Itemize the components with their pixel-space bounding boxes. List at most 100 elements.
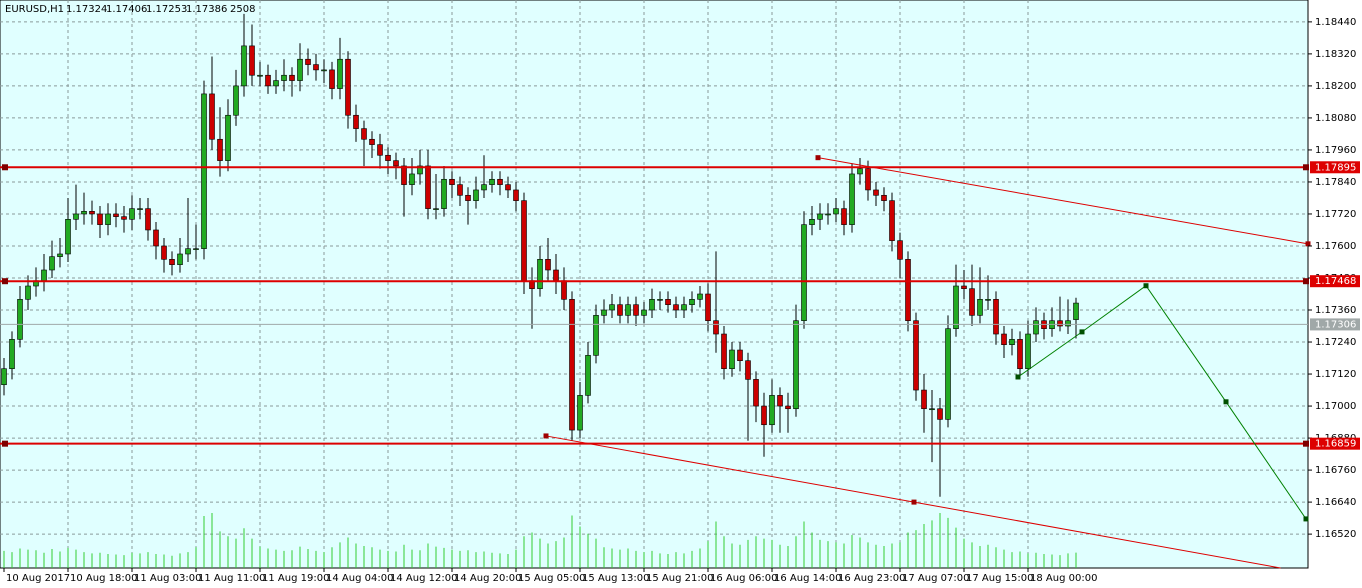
candle-body xyxy=(649,299,655,311)
x-tick-label: 14 Aug 04:00 xyxy=(326,573,393,584)
candle-body xyxy=(249,45,255,76)
candle-body xyxy=(553,269,559,281)
candle-body xyxy=(345,58,351,116)
candle-body xyxy=(953,285,959,329)
candle-body xyxy=(929,408,935,411)
candle-body xyxy=(985,299,991,301)
anchor xyxy=(2,164,8,171)
anchor xyxy=(2,440,8,447)
candle-body xyxy=(761,405,767,426)
candle-body xyxy=(433,208,439,210)
candle-body xyxy=(177,253,183,265)
y-tick-label: 1.16520 xyxy=(1315,529,1356,540)
candle-body xyxy=(145,208,151,231)
candle-body xyxy=(673,304,679,311)
candle-body xyxy=(577,395,583,431)
candle-body xyxy=(1073,302,1079,320)
candle-body xyxy=(105,213,111,225)
candle-body xyxy=(241,45,247,87)
candle-body xyxy=(945,328,951,420)
candle-body xyxy=(129,208,135,220)
candle-body xyxy=(593,315,599,356)
candle-body xyxy=(1057,320,1063,327)
candle-body xyxy=(169,259,175,265)
candle-body xyxy=(849,173,855,225)
candle-body xyxy=(473,189,479,201)
candle-body xyxy=(465,194,471,201)
candle-body xyxy=(185,248,191,255)
candle-body xyxy=(225,114,231,161)
candle-body xyxy=(321,69,327,72)
candle-body xyxy=(9,339,15,370)
candle-body xyxy=(489,178,495,185)
candle-body xyxy=(705,293,711,321)
candle-body xyxy=(1065,320,1071,327)
candle-body xyxy=(425,165,431,209)
candle-body xyxy=(457,184,463,196)
candle-body xyxy=(889,200,895,241)
bid-label: 1.17306 xyxy=(1315,319,1356,330)
candle-body xyxy=(353,114,359,129)
x-tick-label: 15 Aug 13:00 xyxy=(582,573,649,584)
candle-body xyxy=(521,200,527,281)
candle-body xyxy=(633,304,639,316)
candle-body xyxy=(569,299,575,431)
candle-body xyxy=(329,69,335,89)
candle-body xyxy=(913,320,919,391)
price-label-box xyxy=(1310,275,1360,288)
anchor xyxy=(1223,399,1229,405)
y-tick-label: 1.16760 xyxy=(1315,465,1356,476)
candle-body xyxy=(881,194,887,201)
candle-body xyxy=(1,368,7,386)
candle-body xyxy=(545,259,551,271)
candle-body xyxy=(897,240,903,260)
candle-body xyxy=(201,93,207,249)
candle-body xyxy=(289,74,295,81)
candle-body xyxy=(153,229,159,247)
candles xyxy=(1,13,1079,497)
candle-body xyxy=(777,395,783,407)
candle-body xyxy=(505,184,511,191)
bid-label-box xyxy=(1310,318,1360,331)
candle-body xyxy=(921,389,927,410)
price-label-box xyxy=(1310,437,1360,450)
candle-body xyxy=(817,213,823,220)
x-tick-label: 15 Aug 05:00 xyxy=(518,573,585,584)
price-label: 1.17468 xyxy=(1315,276,1356,287)
candle-body xyxy=(305,58,311,65)
candle-body xyxy=(217,138,223,161)
candle-body xyxy=(409,173,415,185)
x-tick-label: 18 Aug 00:00 xyxy=(1030,573,1097,584)
anchor xyxy=(911,499,917,505)
candle-body xyxy=(97,213,103,225)
candle-body xyxy=(377,144,383,156)
y-tick-label: 1.16640 xyxy=(1315,497,1356,508)
header-close: 1.17386 xyxy=(186,4,227,15)
anchor xyxy=(2,278,8,285)
candle-body xyxy=(873,189,879,196)
candle-body xyxy=(17,299,23,340)
candle-body xyxy=(697,293,703,300)
y-tick-label: 1.17720 xyxy=(1315,209,1356,220)
candle-body xyxy=(585,355,591,396)
candle-body xyxy=(401,165,407,185)
candle-body xyxy=(265,74,271,87)
x-tick-label: 17 Aug 07:00 xyxy=(902,573,969,584)
candle-body xyxy=(49,256,55,271)
candle-body xyxy=(233,85,239,116)
candle-body xyxy=(657,299,663,301)
x-tick-label: 17 Aug 15:00 xyxy=(966,573,1033,584)
x-tick-label: 15 Aug 21:00 xyxy=(646,573,713,584)
candle-body xyxy=(65,219,71,255)
candle-body xyxy=(1017,339,1023,370)
candle-body xyxy=(1001,333,1007,345)
candle-body xyxy=(745,360,751,380)
y-tick-label: 1.17120 xyxy=(1315,369,1356,380)
candle-body xyxy=(313,64,319,71)
candle-body xyxy=(833,208,839,215)
anchor xyxy=(1303,516,1309,522)
header-open: 1.17324 xyxy=(66,4,107,15)
y-tick-label: 1.18080 xyxy=(1315,113,1356,124)
x-tick-label: 14 Aug 12:00 xyxy=(390,573,457,584)
